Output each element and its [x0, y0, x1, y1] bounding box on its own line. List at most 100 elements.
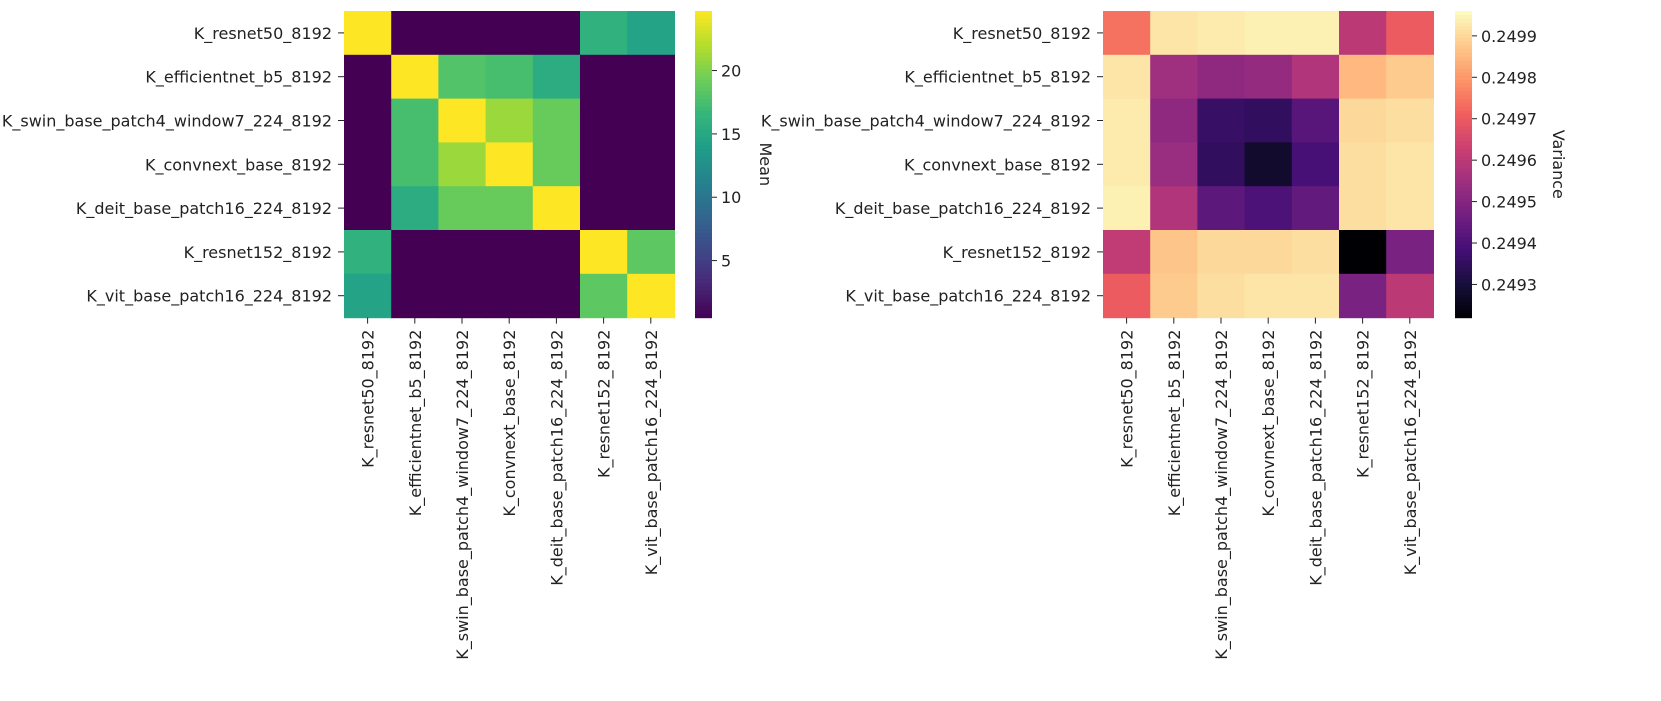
mean-colorbar-step: [695, 256, 712, 261]
mean-colorbar-step: [695, 225, 712, 231]
mean-cell-r1-c0: [344, 54, 392, 100]
variance-ytick-label: K_swin_base_patch4_window7_224_8192: [761, 112, 1091, 132]
mean-ytick-label: K_deit_base_patch16_224_8192: [76, 199, 332, 219]
variance-colorbar-step: [1455, 152, 1472, 158]
variance-xtick-label: K_efficientnet_b5_8192: [1165, 330, 1185, 517]
mean-colorbar-step: [695, 171, 712, 177]
mean-colorbar-step: [695, 217, 712, 223]
mean-cell-r0-c1: [391, 11, 439, 56]
mean-colorbar-step: [695, 37, 712, 43]
mean-colorbar-step: [695, 53, 712, 58]
variance-cell-r6-c2: [1197, 273, 1246, 319]
variance-ytick-label: K_deit_base_patch16_224_8192: [835, 199, 1091, 219]
mean-cell-r3-c4: [532, 142, 581, 187]
variance-cell-r5-c3: [1244, 230, 1293, 275]
variance-colorbar-step: [1455, 298, 1472, 303]
mean-colorbar-step: [695, 102, 712, 108]
variance-colorbar-tick-label: 0.2495: [1481, 193, 1537, 212]
variance-colorbar-step: [1455, 194, 1472, 200]
mean-cell-r2-c2: [438, 98, 487, 143]
variance-cell-r6-c0: [1103, 273, 1151, 319]
mean-colorbar-step: [695, 141, 712, 146]
variance-cell-r0-c3: [1244, 11, 1293, 56]
mean-cell-r4-c6: [627, 186, 675, 231]
variance-colorbar-step: [1455, 133, 1472, 139]
variance-cell-r0-c5: [1339, 11, 1387, 56]
variance-colorbar-step: [1455, 83, 1472, 89]
mean-colorbar-step: [695, 110, 712, 116]
mean-cell-r2-c3: [485, 98, 534, 143]
variance-colorbar-step: [1455, 91, 1472, 96]
mean-colorbar-step: [695, 187, 712, 192]
variance-cell-r2-c1: [1150, 98, 1198, 143]
variance-colorbar-step: [1455, 129, 1472, 135]
mean-ytick-label: K_efficientnet_b5_8192: [145, 68, 332, 88]
variance-colorbar-step: [1455, 171, 1472, 177]
mean-colorbar-step: [695, 45, 712, 50]
mean-cell-r1-c1: [391, 54, 439, 100]
mean-colorbar-step: [695, 298, 712, 303]
mean-cell-r6-c3: [485, 273, 534, 319]
mean-cell-r2-c0: [344, 98, 392, 143]
variance-colorbar-step: [1455, 279, 1472, 284]
variance-colorbar-step: [1455, 156, 1472, 162]
mean-colorbar-step: [695, 191, 712, 196]
mean-colorbar-step: [695, 33, 712, 39]
mean-colorbar-step: [695, 118, 712, 123]
mean-cell-r6-c4: [532, 273, 581, 319]
mean-colorbar-step: [695, 221, 712, 227]
variance-cell-r2-c4: [1291, 98, 1340, 143]
mean-colorbar-step: [695, 229, 712, 234]
mean-colorbar-step: [695, 160, 712, 165]
mean-colorbar-step: [695, 210, 712, 215]
variance-colorbar-step: [1455, 110, 1472, 116]
variance-colorbar-step: [1455, 214, 1472, 219]
variance-cell-r3-c2: [1197, 142, 1246, 187]
mean-colorbar-step: [695, 91, 712, 96]
mean-cell-r5-c0: [344, 230, 392, 275]
mean-colorbar-step: [695, 260, 712, 265]
mean-colorbar-step: [695, 145, 712, 150]
variance-cell-r5-c2: [1197, 230, 1246, 275]
mean-colorbar-tick-label: 20: [721, 62, 741, 81]
mean-xtick-label: K_vit_base_patch16_224_8192: [642, 330, 662, 576]
variance-xtick-label: K_vit_base_patch16_224_8192: [1401, 330, 1421, 576]
variance-colorbar-step: [1455, 60, 1472, 66]
mean-cell-r6-c0: [344, 273, 392, 319]
mean-cell-r0-c2: [438, 11, 487, 56]
variance-colorbar-step: [1455, 72, 1472, 77]
mean-cell-r3-c0: [344, 142, 392, 187]
mean-xtick-label: K_deit_base_patch16_224_8192: [547, 330, 567, 586]
variance-colorbar-step: [1455, 267, 1472, 273]
variance-colorbar-step: [1455, 122, 1472, 127]
variance-colorbar-step: [1455, 148, 1472, 154]
variance-ytick-label: K_convnext_base_8192: [904, 155, 1091, 175]
mean-cell-r0-c4: [532, 11, 581, 56]
variance-cell-r1-c4: [1291, 54, 1340, 100]
mean-colorbar-step: [695, 49, 712, 54]
variance-colorbar-step: [1455, 53, 1472, 58]
variance-cell-r3-c6: [1386, 142, 1434, 187]
mean-colorbar-step: [695, 95, 712, 100]
mean-cell-r6-c6: [627, 273, 675, 319]
mean-ytick-label: K_resnet152_8192: [184, 243, 332, 263]
mean-colorbar-step: [695, 60, 712, 66]
variance-cell-r2-c0: [1103, 98, 1151, 143]
mean-colorbar-step: [695, 214, 712, 219]
mean-colorbar-step: [695, 306, 712, 311]
mean-colorbar-step: [695, 237, 712, 242]
mean-colorbar-step: [695, 275, 712, 280]
variance-colorbar-step: [1455, 41, 1472, 47]
variance-colorbar-step: [1455, 286, 1472, 292]
mean-cell-r5-c1: [391, 230, 439, 275]
variance-colorbar-step: [1455, 30, 1472, 35]
variance-colorbar-step: [1455, 237, 1472, 242]
variance-colorbar-step: [1455, 26, 1472, 31]
mean-colorbar-step: [695, 22, 712, 27]
mean-ytick-label: K_resnet50_8192: [194, 24, 332, 44]
variance-colorbar-step: [1455, 145, 1472, 150]
variance-cell-r4-c2: [1197, 186, 1246, 231]
variance-colorbar-step: [1455, 294, 1472, 300]
variance-colorbar-tick-label: 0.2493: [1481, 275, 1537, 294]
variance-cell-r1-c2: [1197, 54, 1246, 100]
